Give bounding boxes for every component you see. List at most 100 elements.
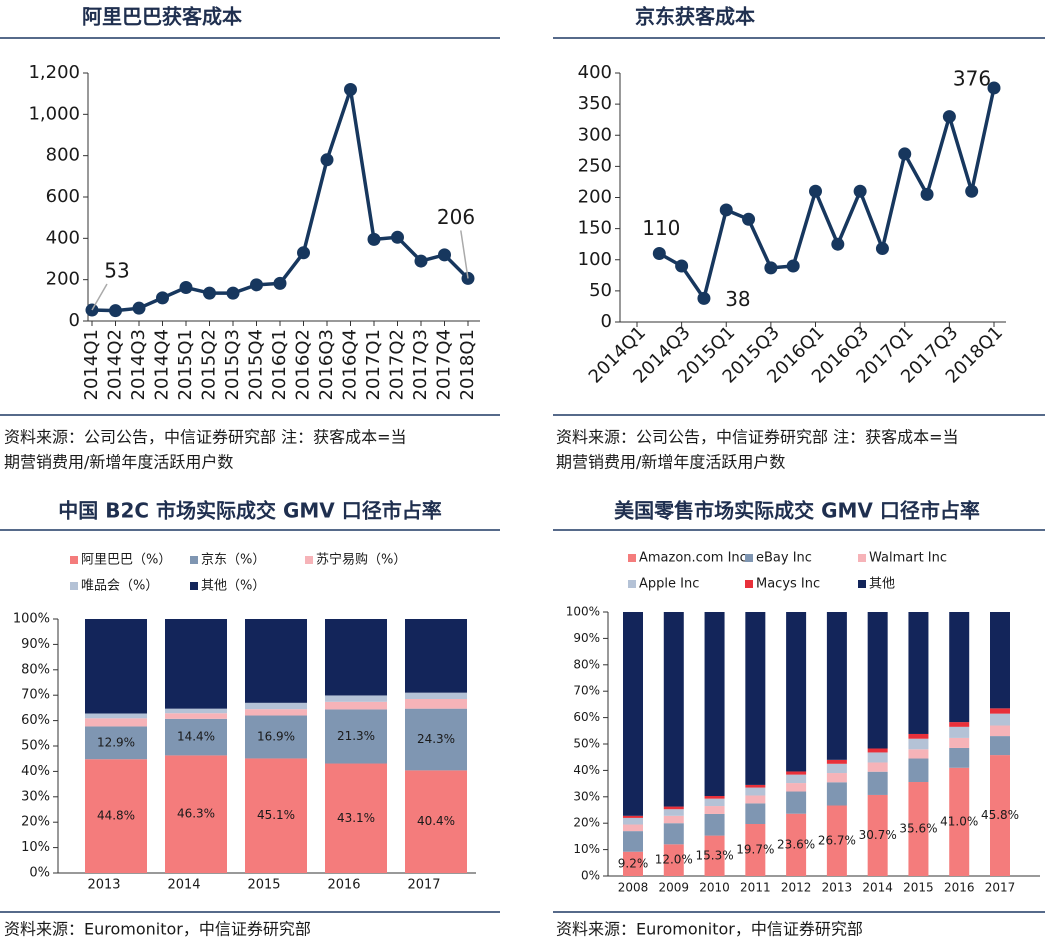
point [831, 237, 845, 251]
bar-segment [908, 733, 929, 739]
bar-segment [245, 715, 307, 759]
bar-segment [826, 805, 847, 876]
bar-segment [325, 763, 387, 873]
bar-segment [165, 619, 227, 709]
bar-segment [990, 725, 1010, 737]
point [391, 230, 404, 244]
data-label: 12.0% [655, 853, 693, 867]
x-tick-label: 2017 [407, 878, 440, 893]
y-tick-label: 100% [13, 612, 50, 627]
point [179, 281, 193, 295]
point [250, 278, 263, 292]
point [438, 248, 451, 262]
bar-segment [867, 771, 888, 795]
leader-line [460, 230, 469, 279]
source-note: 期营销费用/新增年度活跃用户数 [556, 453, 785, 472]
bar-segment [867, 612, 888, 749]
legend-swatch [190, 556, 198, 564]
y-tick-label: 350 [578, 93, 612, 114]
bar-segment [704, 813, 725, 836]
legend-label: eBay Inc [756, 551, 812, 566]
y-tick-label: 80% [21, 662, 50, 677]
y-tick-label: 50 [589, 280, 612, 301]
bar-segment [867, 752, 888, 763]
data-label: 35.6% [899, 822, 937, 836]
source-note: 期营销费用/新增年度活跃用户数 [4, 453, 233, 472]
bar-segment [745, 787, 766, 796]
bar-segment [990, 755, 1010, 876]
chart-title: 阿里巴巴获客成本 [82, 5, 242, 29]
point [965, 184, 979, 198]
legend-label: 阿里巴巴（%） [81, 553, 171, 568]
bar-segment [786, 791, 807, 814]
point [652, 247, 666, 261]
data-label: 12.9% [97, 735, 135, 749]
bar-segment [623, 817, 643, 825]
chart-title: 京东获客成本 [635, 5, 755, 29]
x-tick-label: 2016Q4 [340, 329, 361, 400]
x-tick-label: 2016Q2 [293, 329, 314, 400]
y-tick-label: 20% [21, 815, 50, 830]
legend-label: 苏宁易购（%） [316, 552, 406, 568]
x-tick-label: 2015 [247, 878, 280, 893]
point [786, 259, 800, 273]
y-tick-label: 40% [573, 763, 600, 777]
data-label: 45.8% [981, 808, 1019, 822]
source-note: 资料来源：公司公告，中信证券研究部 注：获客成本=当 [4, 428, 407, 447]
line [658, 87, 996, 301]
bar-segment [663, 809, 684, 816]
x-tick-label: 2014 [862, 881, 893, 895]
data-label: 21.3% [337, 729, 375, 743]
legend-swatch [70, 556, 78, 564]
y-tick-label: 0% [29, 866, 50, 881]
y-tick-label: 100% [566, 605, 600, 619]
bar-segment [704, 796, 725, 799]
point [156, 291, 169, 305]
point [273, 276, 287, 290]
y-tick-label: 90% [21, 637, 50, 652]
bar-segment [623, 612, 643, 816]
source-note: 资料来源：公司公告，中信证券研究部 注：获客成本=当 [556, 428, 959, 447]
point [697, 291, 711, 305]
legend-swatch [628, 580, 636, 588]
x-tick-label: 2013 [87, 878, 120, 893]
bar-segment [908, 782, 929, 876]
data-label: 41.0% [940, 814, 978, 828]
x-tick-label: 2015Q3 [222, 329, 243, 400]
point [942, 110, 956, 124]
bar-segment [745, 612, 766, 785]
bar-segment [786, 774, 807, 784]
x-tick-label: 2013 [822, 881, 853, 895]
bar-segment [85, 759, 147, 873]
bar-segment [949, 722, 970, 727]
bar-segment [826, 759, 847, 764]
x-tick-label: 2017 [985, 881, 1016, 895]
y-tick-label: 70% [21, 688, 50, 703]
data-label: 19.7% [736, 842, 774, 856]
bar-segment [85, 718, 147, 727]
point [414, 254, 428, 268]
x-tick-label: 2015Q4 [246, 329, 267, 400]
bar-segment [165, 713, 227, 719]
legend-label: Macys Inc [756, 577, 820, 592]
point [742, 212, 756, 226]
legend-swatch [745, 580, 753, 588]
x-tick-label: 2014Q4 [152, 329, 173, 400]
legend-label: 唯品会（%） [81, 579, 158, 594]
x-tick-label: 2015 [903, 881, 934, 895]
bar-segment [867, 748, 888, 753]
x-tick-label: 2018Q1 [457, 329, 478, 400]
y-tick-label: 50% [21, 739, 50, 754]
legend-swatch [305, 556, 313, 564]
bar-segment [949, 737, 970, 748]
data-label: 16.9% [257, 729, 295, 743]
bar-segment [990, 708, 1010, 714]
data-label: 9.2% [618, 856, 649, 870]
bar-segment [245, 758, 307, 873]
data-label: 45.1% [257, 808, 295, 822]
data-label: 206 [437, 205, 475, 229]
data-label: 110 [642, 216, 680, 240]
data-label: 14.4% [177, 730, 215, 744]
data-label: 24.3% [417, 732, 455, 746]
